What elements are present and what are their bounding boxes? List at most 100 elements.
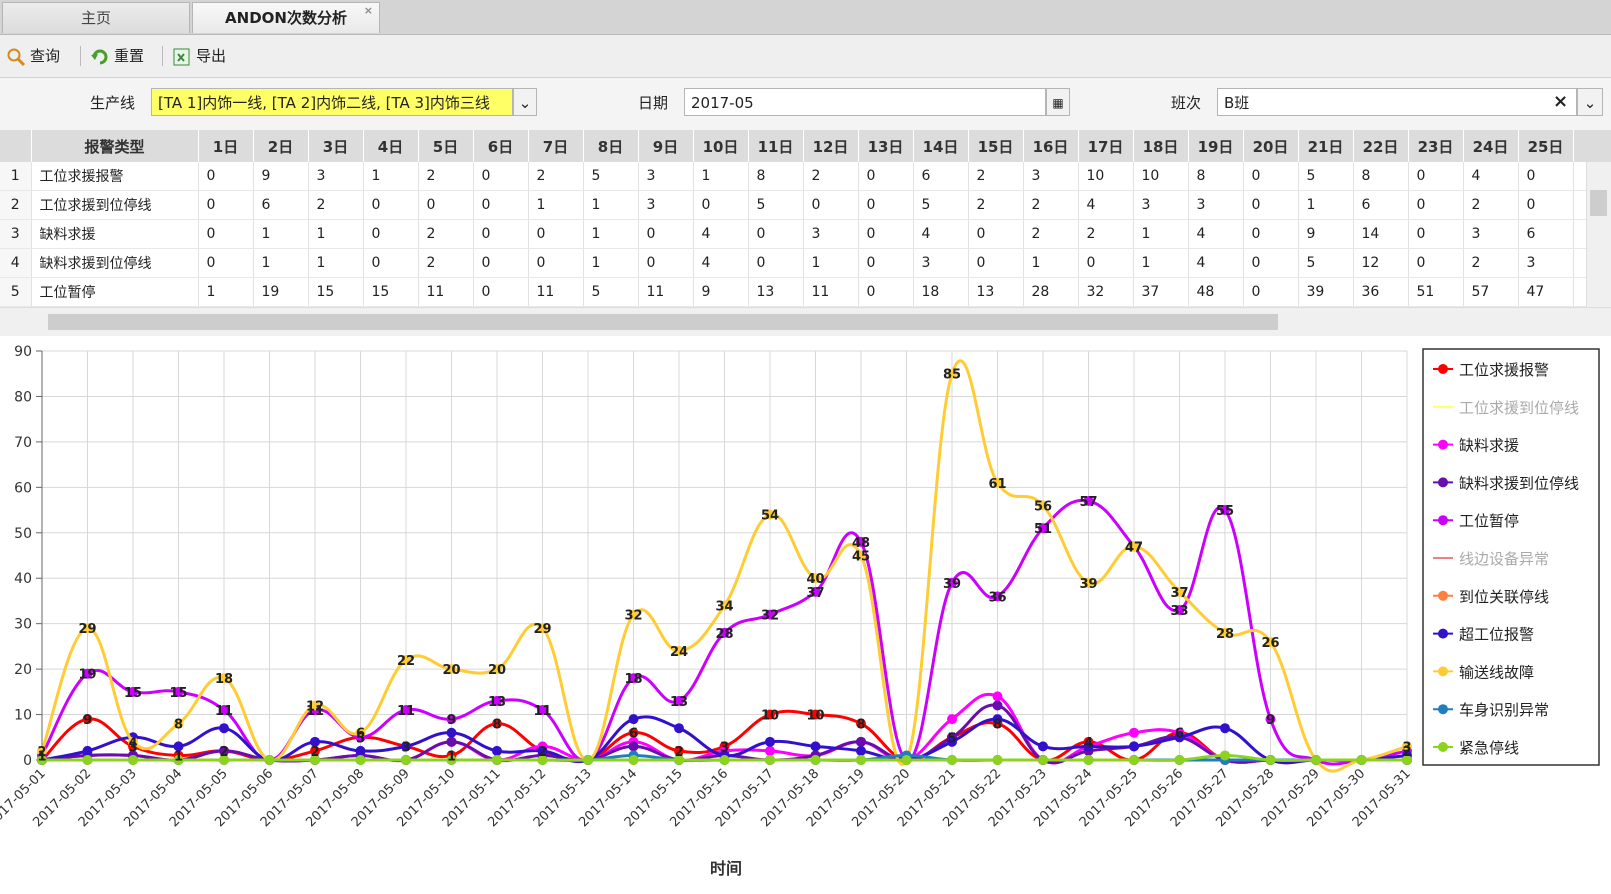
tab[interactable]: 主页	[2, 2, 190, 33]
y-tick-label: 20	[14, 662, 32, 678]
cell: 4	[693, 219, 749, 249]
data-point	[992, 700, 1003, 711]
data-point	[173, 741, 184, 752]
data-point	[446, 736, 457, 747]
legend-label[interactable]: 缺料求援	[1459, 437, 1519, 455]
line-select[interactable]: [TA 1]内饰一线, [TA 2]内饰二线, [TA 3]内饰三线	[151, 88, 513, 116]
dropdown-button[interactable]: ⌄	[1577, 88, 1603, 116]
cell: 0	[363, 248, 419, 278]
data-label: 39	[1079, 577, 1097, 592]
data-label: 85	[943, 368, 961, 383]
cell: 32	[1078, 277, 1134, 307]
data-label: 18	[624, 672, 642, 687]
cell: 9	[253, 162, 309, 191]
data-point	[1129, 741, 1139, 752]
data-point	[128, 736, 138, 747]
legend-marker	[1438, 628, 1448, 639]
legend-label[interactable]: 缺料求援到位停线	[1459, 474, 1579, 492]
cell: 13	[968, 277, 1024, 307]
header-cell: 1日	[198, 130, 254, 162]
legend-label[interactable]: 工位求援报警	[1459, 361, 1549, 379]
data-label: 2	[37, 745, 46, 760]
query-button[interactable]: 查询	[4, 44, 60, 68]
legend-label[interactable]: 工位暂停	[1459, 512, 1519, 530]
date-input[interactable]: 2017-05	[684, 88, 1046, 116]
cell: 缺料求援到位停线	[31, 248, 199, 278]
data-label: 4	[128, 736, 137, 751]
data-label: 11	[397, 704, 415, 719]
data-point	[1265, 636, 1276, 647]
cell: 3	[1133, 190, 1189, 220]
cell: 5	[913, 190, 969, 220]
data-label: 5	[947, 731, 956, 746]
cell: 0	[363, 190, 419, 220]
reset-button[interactable]: 重置	[88, 44, 144, 68]
calendar-button[interactable]: ▦	[1046, 88, 1070, 116]
header-cell: 19日	[1188, 130, 1244, 162]
table-row: 4 缺料求援到位停线 0 1 1 0 2 0 0 1 0 4 0 1 0 3 0 1 0 1 4 0 5 12 0 2 3	[0, 248, 1611, 278]
vertical-scrollbar[interactable]	[1586, 162, 1611, 307]
toolbar: 查询 重置 导出	[0, 35, 1611, 78]
data-label: 8	[856, 718, 865, 733]
legend-label[interactable]: 到位关联停线	[1459, 588, 1549, 606]
clear-button[interactable]: ×	[1553, 91, 1569, 112]
cell: 8	[748, 162, 804, 191]
horizontal-scrollbar[interactable]	[0, 307, 1611, 336]
data-point	[173, 718, 184, 729]
cell: 工位求援到位停线	[31, 190, 199, 220]
legend-label[interactable]: 紧急停线	[1459, 739, 1519, 757]
tab[interactable]: ANDON次数分析 ×	[192, 2, 380, 33]
cell: 1	[308, 219, 364, 249]
cell: 1	[1133, 248, 1189, 278]
data-point	[219, 755, 229, 765]
data-point	[947, 714, 957, 725]
data-point	[82, 755, 93, 765]
data-point	[947, 577, 957, 588]
close-icon[interactable]: ×	[363, 4, 373, 17]
filter-label: 日期	[638, 94, 669, 112]
cell: 8	[1188, 162, 1244, 191]
cell: 2	[418, 219, 474, 249]
cell: 3	[1188, 190, 1244, 220]
legend-label[interactable]: 输送线故障	[1459, 663, 1534, 681]
data-point	[1038, 741, 1048, 752]
dropdown-button[interactable]: ⌄	[513, 88, 537, 116]
cell: 48	[1188, 277, 1244, 307]
data-label: 11	[215, 704, 233, 719]
cell: 1	[363, 162, 419, 191]
cell: 19	[253, 277, 309, 307]
button-label: 导出	[196, 47, 227, 65]
cell: 6	[1353, 190, 1409, 220]
data-label: 8	[993, 718, 1002, 733]
export-button[interactable]: 导出	[170, 44, 226, 68]
row-number: 4	[0, 248, 32, 278]
legend-label[interactable]: 超工位报警	[1459, 626, 1534, 644]
data-point	[1174, 755, 1185, 765]
cell: 5	[583, 162, 639, 191]
cell: 0	[858, 162, 914, 191]
cell: 0	[803, 190, 859, 220]
cell: 0	[748, 248, 804, 278]
separator	[162, 46, 163, 66]
cell: 4	[1078, 190, 1134, 220]
data-label: 4	[1084, 736, 1093, 751]
legend-marker	[1438, 364, 1448, 374]
data-point	[82, 745, 93, 756]
legend-label[interactable]: 工位求援到位停线	[1459, 399, 1579, 417]
data-point	[219, 705, 229, 716]
data-point	[765, 709, 775, 720]
filter-label: 班次	[1171, 94, 1202, 112]
data-label: 36	[988, 590, 1006, 605]
legend-marker	[1438, 742, 1448, 752]
data-label: 8	[174, 718, 183, 733]
shift-select[interactable]: B班	[1217, 88, 1577, 116]
cell: 0	[1518, 162, 1574, 191]
data-point	[1220, 723, 1230, 734]
legend-label[interactable]: 线边设备异常	[1459, 550, 1549, 568]
legend-label[interactable]: 车身识别异常	[1459, 701, 1549, 719]
cell: 0	[528, 219, 584, 249]
data-point	[1129, 541, 1139, 552]
data-label: 51	[1034, 522, 1052, 537]
cell: 0	[1408, 190, 1464, 220]
data-label: 1	[447, 749, 456, 764]
